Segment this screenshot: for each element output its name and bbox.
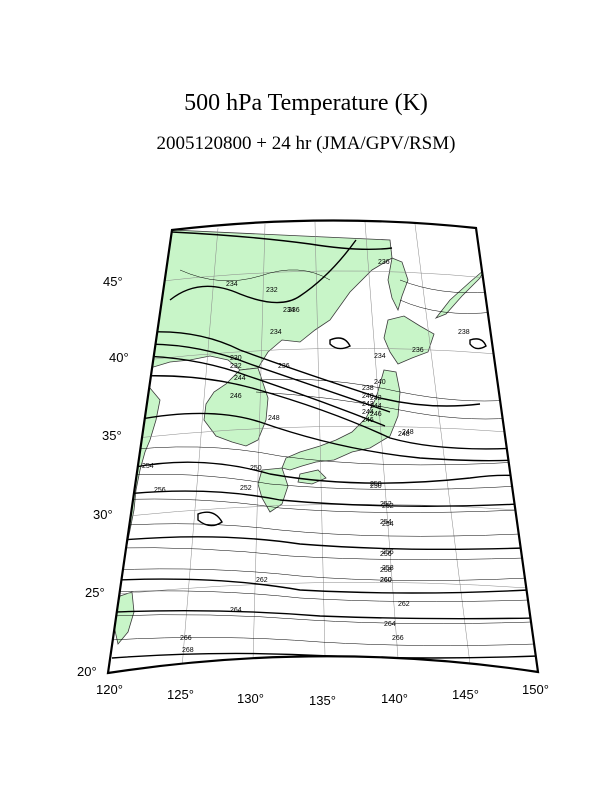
contour-label: 252 — [380, 501, 392, 508]
land-shikoku — [297, 469, 327, 485]
latitude-label: 40° — [109, 350, 129, 365]
contour-label: 264 — [384, 621, 396, 628]
contour-label: 244 — [234, 375, 246, 382]
contour-label: 246 — [362, 417, 374, 424]
contour-label: 254 — [142, 463, 154, 470]
contour-label: 232 — [230, 363, 242, 370]
longitude-labels: 120° 125° 130° 135° 140° 145° 150° — [96, 682, 549, 708]
contour-label: 250 — [250, 465, 262, 472]
contour-label: 230 — [230, 355, 242, 362]
minor-contours — [109, 269, 536, 646]
latitude-labels: 45° 40° 35° 30° 25° 20° — [77, 274, 129, 679]
contour-label: 244 — [370, 403, 382, 410]
longitude-label: 125° — [167, 687, 194, 702]
land-kyushu — [257, 467, 289, 513]
contour-label: 248 — [402, 429, 414, 436]
contour-label: 256 — [154, 487, 166, 494]
contour-label: 234 — [270, 329, 282, 336]
longitude-label: 150° — [522, 682, 549, 697]
contour-label: 236 — [278, 363, 290, 370]
land-kurils — [434, 269, 485, 319]
longitude-label: 140° — [381, 691, 408, 706]
contour-label: 246 — [230, 393, 242, 400]
contour-label: 238 — [458, 329, 470, 336]
land-manchuria — [134, 229, 393, 391]
contour-label: 258 — [382, 565, 394, 572]
contour-label: 262 — [256, 577, 268, 584]
contour-label: 248 — [398, 431, 410, 438]
contour-label: 238 — [362, 385, 374, 392]
contour-label: 266 — [180, 635, 192, 642]
contour-label: 256 — [380, 551, 392, 558]
contour-label: 254 — [380, 519, 392, 526]
longitude-label: 135° — [309, 693, 336, 708]
land-honshu — [281, 369, 401, 471]
contour-label: 252 — [240, 485, 252, 492]
contour-label: 252 — [382, 503, 394, 510]
contour-label: 236 — [412, 347, 424, 354]
longitude-label: 130° — [237, 691, 264, 706]
contour-label: 250 — [370, 483, 382, 490]
contour-label: 242 — [362, 401, 374, 408]
map-frame — [106, 219, 540, 675]
contour-label: 260 — [380, 577, 392, 584]
contour-label: 248 — [268, 415, 280, 422]
contour-label: 234 — [374, 353, 386, 360]
longitude-label: 120° — [96, 682, 123, 697]
contour-label: 268 — [182, 647, 194, 654]
contour-label: 234 — [226, 281, 238, 288]
latitude-label: 30° — [93, 507, 113, 522]
land-sakhalin — [387, 257, 409, 312]
latitude-label: 25° — [85, 585, 105, 600]
contour-label: 256 — [382, 549, 394, 556]
map-title: 500 hPa Temperature (K) — [184, 90, 428, 116]
contour-label: 254 — [382, 521, 394, 528]
major-contours — [111, 231, 538, 659]
contour-label: 258 — [380, 567, 392, 574]
graticule — [118, 221, 529, 669]
contour-label: 236 — [378, 259, 390, 266]
contour-label: 240 — [374, 379, 386, 386]
contour-label: 262 — [398, 601, 410, 608]
contour-label: 240 — [362, 393, 374, 400]
contour-label: 264 — [230, 607, 242, 614]
longitude-label: 145° — [452, 687, 479, 702]
map-subtitle: 2005120800 + 24 hr (JMA/GPV/RSM) — [156, 133, 456, 154]
latitude-label: 35° — [102, 428, 122, 443]
contour-label: 244 — [362, 409, 374, 416]
latitude-label: 20° — [77, 664, 97, 679]
contour-label: 266 — [392, 635, 404, 642]
contour-label: 234 — [283, 307, 295, 314]
contour-label: 242 — [370, 395, 382, 402]
land-hokkaido — [383, 315, 435, 365]
contour-label: 232 — [266, 287, 278, 294]
contour-label: 260 — [380, 577, 392, 584]
land-areas — [108, 229, 485, 673]
contour-label: 236 — [288, 307, 300, 314]
contour-label: 246 — [370, 411, 382, 418]
contour-label: 250 — [370, 481, 382, 488]
latitude-label: 45° — [103, 274, 123, 289]
